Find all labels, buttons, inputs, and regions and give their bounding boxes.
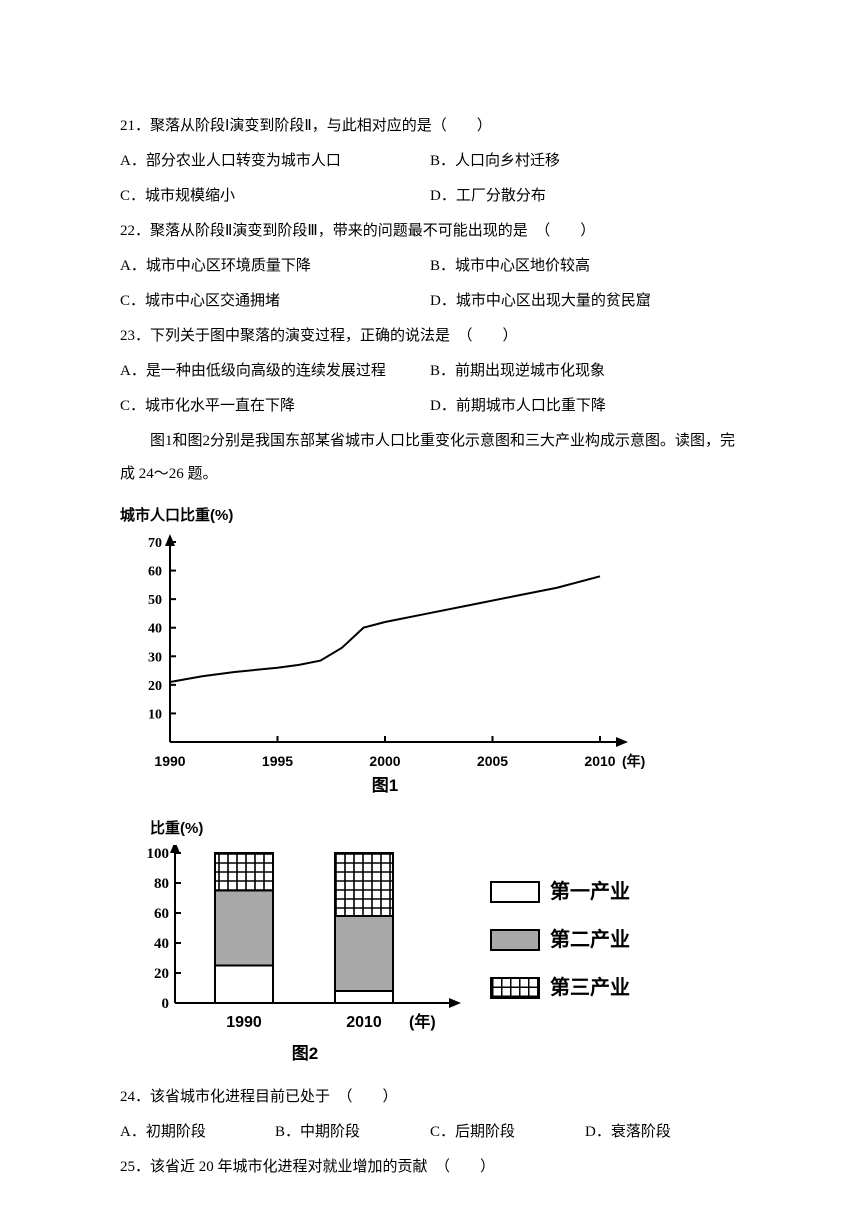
- chart1-title: 城市人口比重(%): [120, 499, 740, 532]
- svg-text:80: 80: [154, 876, 169, 892]
- svg-text:50: 50: [148, 593, 162, 608]
- legend-item: 第二产业: [490, 918, 630, 962]
- svg-text:100: 100: [147, 846, 170, 862]
- q23-opt-b: B．前期出现逆城市化现象: [430, 355, 740, 388]
- svg-text:60: 60: [154, 906, 169, 922]
- q24-opt-b: B．中期阶段: [275, 1116, 430, 1149]
- svg-text:0: 0: [162, 996, 170, 1012]
- legend-item: 第一产业: [490, 870, 630, 914]
- legend-swatch: [490, 881, 540, 903]
- q21-opt-c: C．城市规模缩小: [120, 180, 430, 213]
- q21-stem: 21．聚落从阶段Ⅰ演变到阶段Ⅱ，与此相对应的是（ ）: [120, 110, 740, 143]
- chart1-xlabel: (年): [622, 746, 645, 777]
- chart2-legend: 第一产业第二产业第三产业: [490, 870, 630, 1035]
- legend-label: 第三产业: [550, 966, 630, 1010]
- q21-opt-d: D．工厂分散分布: [430, 180, 740, 213]
- svg-text:40: 40: [148, 622, 162, 637]
- q21-opt-b: B．人口向乡村迁移: [430, 145, 740, 178]
- svg-text:40: 40: [154, 936, 169, 952]
- legend-label: 第一产业: [550, 870, 630, 914]
- q23-opt-c: C．城市化水平一直在下降: [120, 390, 430, 423]
- q23-opt-a: A．是一种由低级向高级的连续发展过程: [120, 355, 430, 388]
- q24-opt-d: D．衰落阶段: [585, 1116, 740, 1149]
- legend-swatch: [490, 977, 540, 999]
- chart2: 比重(%) 0 20 40 60 80 100 第一产业第二产业第三产业 1990 2010…: [120, 812, 740, 1072]
- q22-opt-b: B．城市中心区地价较高: [430, 250, 740, 283]
- q21-opt-a: A．部分农业人口转变为城市人口: [120, 145, 430, 178]
- q24-stem: 24．该省城市化进程目前已处于 （ ）: [120, 1081, 740, 1114]
- chart1-xtick: 1990: [154, 746, 185, 777]
- q25-stem: 25．该省近 20 年城市化进程对就业增加的贡献 （ ）: [120, 1151, 740, 1184]
- chart1: 城市人口比重(%) 10 20 30 40 50 60 70 1990 1995 2000 200…: [120, 499, 740, 804]
- chart1-svg: 10 20 30 40 50 60 70: [120, 532, 660, 767]
- chart2-xlabel: (年): [409, 1005, 436, 1040]
- chart1-xtick: 2000: [369, 746, 400, 777]
- q22-opt-d: D．城市中心区出现大量的贫民窟: [430, 285, 740, 318]
- q22-options-row1: A．城市中心区环境质量下降 B．城市中心区地价较高: [120, 250, 740, 283]
- svg-text:70: 70: [148, 536, 162, 551]
- q21-options-row2: C．城市规模缩小 D．工厂分散分布: [120, 180, 740, 213]
- q24-options: A．初期阶段 B．中期阶段 C．后期阶段 D．衰落阶段: [120, 1116, 740, 1149]
- q24-opt-c: C．后期阶段: [430, 1116, 585, 1149]
- chart2-caption: 图2: [175, 1035, 435, 1072]
- q23-stem: 23．下列关于图中聚落的演变过程，正确的说法是 （ ）: [120, 320, 740, 353]
- svg-text:20: 20: [154, 966, 169, 982]
- intro-24-26: 图1和图2分别是我国东部某省城市人口比重变化示意图和三大产业构成示意图。读图，完…: [120, 425, 740, 491]
- q22-opt-c: C．城市中心区交通拥堵: [120, 285, 430, 318]
- chart2-xtick: 2010: [346, 1005, 382, 1040]
- q22-options-row2: C．城市中心区交通拥堵 D．城市中心区出现大量的贫民窟: [120, 285, 740, 318]
- q21-options-row1: A．部分农业人口转变为城市人口 B．人口向乡村迁移: [120, 145, 740, 178]
- svg-text:60: 60: [148, 565, 162, 580]
- q23-options-row2: C．城市化水平一直在下降 D．前期城市人口比重下降: [120, 390, 740, 423]
- legend-swatch: [490, 929, 540, 951]
- svg-text:30: 30: [148, 650, 162, 665]
- q23-opt-d: D．前期城市人口比重下降: [430, 390, 740, 423]
- q24-opt-a: A．初期阶段: [120, 1116, 275, 1149]
- q23-options-row1: A．是一种由低级向高级的连续发展过程 B．前期出现逆城市化现象: [120, 355, 740, 388]
- legend-item: 第三产业: [490, 966, 630, 1010]
- svg-text:10: 10: [148, 707, 162, 722]
- chart1-xtick: 2005: [477, 746, 508, 777]
- chart1-xtick: 1995: [262, 746, 293, 777]
- chart1-xtick: 2010: [584, 746, 615, 777]
- chart2-xtick: 1990: [226, 1005, 262, 1040]
- q22-stem: 22．聚落从阶段Ⅱ演变到阶段Ⅲ，带来的问题最不可能出现的是 （ ）: [120, 215, 740, 248]
- svg-text:20: 20: [148, 679, 162, 694]
- chart2-title: 比重(%): [150, 812, 740, 845]
- q22-opt-a: A．城市中心区环境质量下降: [120, 250, 430, 283]
- legend-label: 第二产业: [550, 918, 630, 962]
